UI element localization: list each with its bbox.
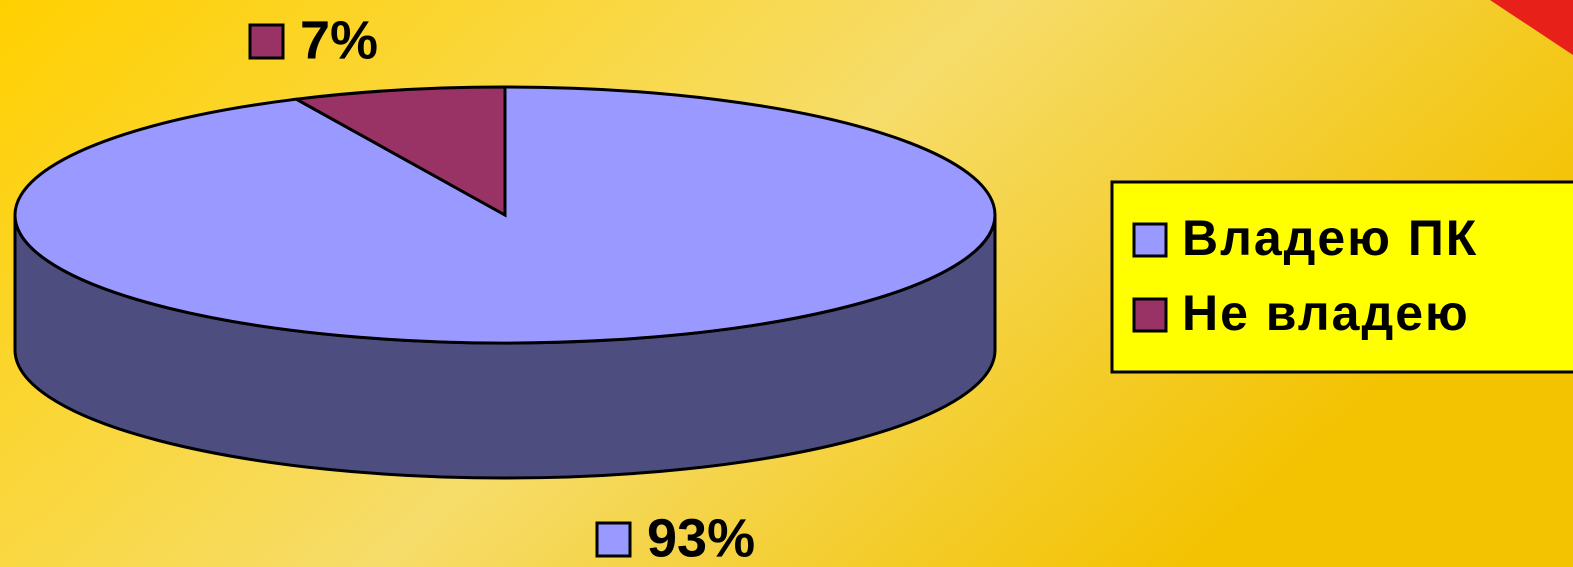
legend-marker (1132, 297, 1168, 333)
corner-decor (1490, 0, 1573, 55)
data-label: 7% (300, 10, 378, 70)
legend-label: Не владею (1182, 285, 1470, 341)
legend (1110, 180, 1573, 374)
label-marker (595, 521, 632, 558)
label-marker (248, 23, 285, 60)
legend-label: Владею ПК (1182, 210, 1478, 266)
slice (291, 85, 507, 218)
data-label: 93% (647, 508, 755, 567)
legend-marker (1132, 222, 1168, 258)
